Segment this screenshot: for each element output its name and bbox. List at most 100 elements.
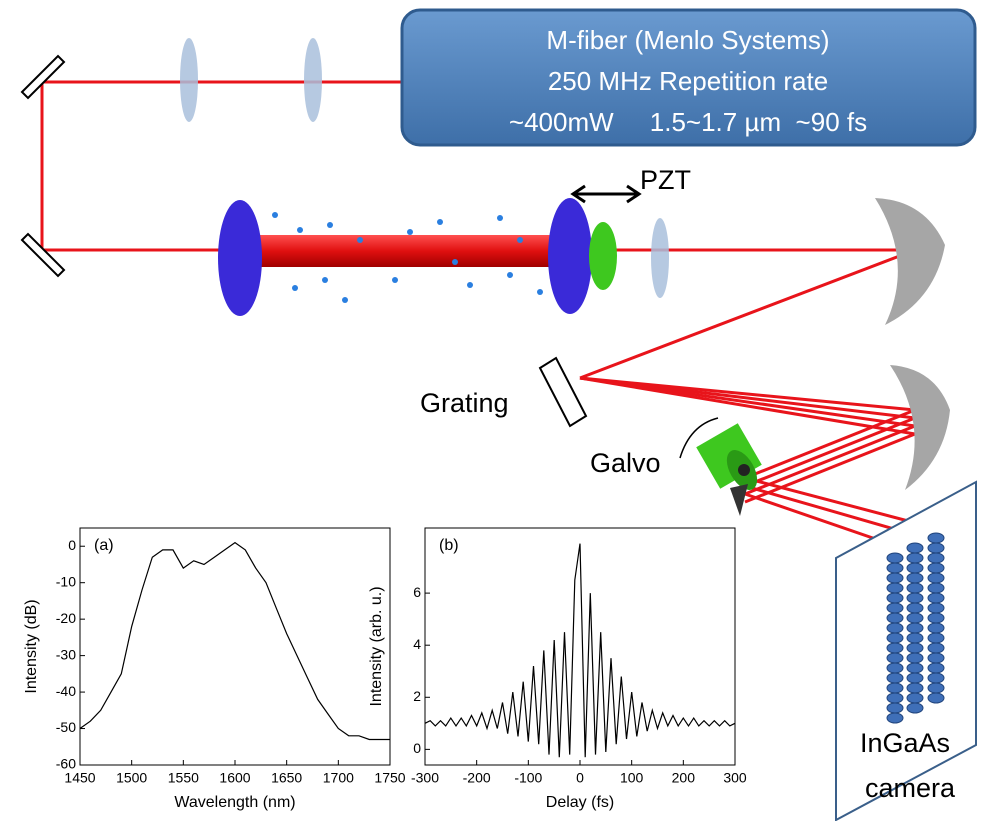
x-tick-label: -200 [463, 770, 491, 786]
pzt-arrow [626, 184, 642, 204]
camera-spot [886, 592, 904, 604]
curved-mirror [890, 365, 950, 490]
x-tick-label: 200 [672, 770, 696, 786]
x-tick-label: 0 [576, 770, 584, 786]
camera-spot [906, 682, 924, 694]
data-line [424, 543, 736, 758]
x-axis-label: Wavelength (nm) [174, 794, 295, 811]
y-tick-label: 6 [413, 584, 421, 600]
pzt [589, 222, 617, 290]
camera-spot [906, 642, 924, 654]
camera-spot [886, 652, 904, 664]
camera-spot [906, 622, 924, 634]
camera-spot [886, 552, 904, 564]
camera-spot [927, 572, 945, 584]
camera-spot [927, 592, 945, 604]
panel-label: (a) [94, 537, 114, 554]
camera-spot [906, 702, 924, 714]
y-tick-label: -30 [56, 646, 76, 662]
camera-spot [886, 622, 904, 634]
camera-spot [906, 612, 924, 624]
x-axis-label: Delay (fs) [546, 794, 614, 811]
y-tick-label: 4 [413, 636, 421, 652]
grating [538, 356, 588, 428]
camera-spot [927, 562, 945, 574]
camera-spot [906, 582, 924, 594]
camera-spot [927, 582, 945, 594]
camera-spot [906, 652, 924, 664]
camera-spot [906, 542, 924, 554]
camera-spot [927, 652, 945, 664]
laser-box [400, 8, 977, 147]
panel-label: (b) [439, 537, 459, 554]
laser-text: 250 MHz Repetition rate [548, 66, 828, 96]
camera-spot [927, 622, 945, 634]
camera-spot [927, 542, 945, 554]
mirror [20, 54, 66, 278]
camera-spot [886, 672, 904, 684]
x-tick-label: 300 [723, 770, 747, 786]
pzt-label: PZT [640, 165, 691, 195]
cavity-mirror [548, 198, 592, 314]
camera-label: camera [865, 773, 956, 803]
camera-spot [906, 672, 924, 684]
cavity-mirror [218, 200, 262, 316]
camera-spot [906, 602, 924, 614]
y-tick-label: -50 [56, 719, 76, 735]
camera-spot [906, 692, 924, 704]
curved-mirror [875, 198, 945, 325]
x-tick-label: 1550 [168, 770, 199, 786]
laser-text: ~400mW 1.5~1.7 µm ~90 fs [509, 107, 867, 137]
camera-spot [906, 552, 924, 564]
x-tick-label: 1750 [374, 770, 405, 786]
camera-spot [906, 662, 924, 674]
beam [40, 80, 936, 547]
x-tick-label: 1700 [323, 770, 354, 786]
y-tick-label: 0 [68, 537, 76, 553]
camera-spot [927, 692, 945, 704]
y-tick-label: 0 [413, 740, 421, 756]
lens [180, 38, 669, 298]
camera-spot [886, 632, 904, 644]
camera-spot [886, 662, 904, 674]
x-tick-label: -100 [514, 770, 542, 786]
x-tick-label: 1450 [64, 770, 95, 786]
y-tick-label: -60 [56, 756, 76, 772]
camera-spot [886, 562, 904, 574]
particle [272, 212, 543, 303]
y-tick-label: 2 [413, 688, 421, 704]
galvo-axis [738, 464, 750, 476]
camera-spot [927, 682, 945, 694]
y-axis-label: Intensity (arb. u.) [368, 586, 385, 706]
data-line [79, 541, 390, 741]
camera-spot [886, 712, 904, 724]
camera-spot [927, 642, 945, 654]
camera-label: InGaAs [860, 728, 950, 758]
laser-text: M-fiber (Menlo Systems) [546, 25, 829, 55]
x-tick-label: 1500 [116, 770, 147, 786]
pzt-arrow [570, 184, 586, 204]
y-axis-label: Intensity (dB) [23, 599, 40, 693]
camera-spot [927, 552, 945, 564]
charts: 1450 1500 1550 1600 1650 1700 1750 -60 -50 -40 -30… [23, 527, 747, 811]
y-tick-label: -20 [56, 610, 76, 626]
camera-spot [906, 572, 924, 584]
camera-spot [886, 642, 904, 654]
camera-spot [886, 572, 904, 584]
camera-spot [886, 682, 904, 694]
camera-spot [886, 532, 945, 724]
camera-spot [906, 632, 924, 644]
camera-spot [886, 702, 904, 714]
y-tick-label: -10 [56, 573, 76, 589]
x-tick-label: 100 [620, 770, 644, 786]
x-tick-label: -300 [411, 770, 439, 786]
camera-spot [886, 602, 904, 614]
camera-spot [927, 532, 945, 544]
x-tick-label: 1600 [219, 770, 250, 786]
camera-spot [927, 612, 945, 624]
galvo-label: Galvo [590, 448, 661, 478]
grating-label: Grating [420, 388, 509, 418]
x-tick-label: 1650 [271, 770, 302, 786]
plot-frame [79, 527, 391, 766]
